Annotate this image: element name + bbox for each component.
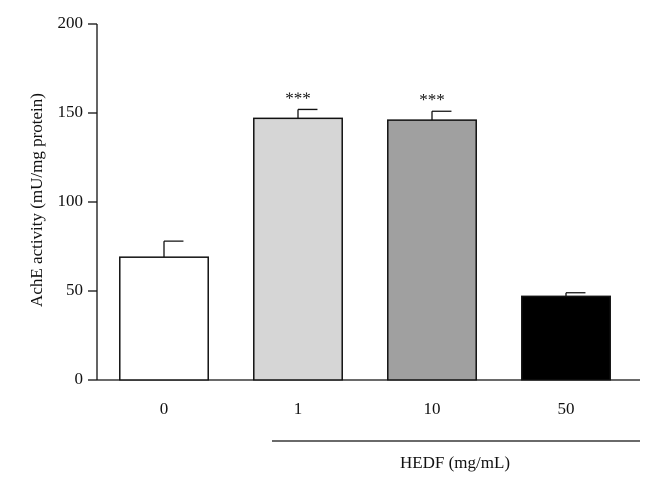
x-tick-label: 10 [424, 399, 441, 418]
x-tick-label: 1 [294, 399, 303, 418]
y-axis-label: AchE activity (mU/mg protein) [27, 93, 46, 307]
significance-label: *** [285, 88, 311, 107]
bar [119, 256, 209, 381]
y-tick-label: 100 [58, 191, 84, 210]
y-tick-label: 50 [66, 280, 83, 299]
significance-label: *** [419, 90, 445, 109]
x-tick-label: 50 [558, 399, 575, 418]
bar [387, 119, 477, 381]
x-axis-label: HEDF (mg/mL) [400, 453, 510, 472]
y-tick-label: 200 [58, 13, 84, 32]
y-tick-label: 0 [75, 369, 84, 388]
bar [253, 117, 343, 381]
x-tick-label: 0 [160, 399, 169, 418]
bar [521, 295, 611, 381]
y-tick-label: 150 [58, 102, 84, 121]
